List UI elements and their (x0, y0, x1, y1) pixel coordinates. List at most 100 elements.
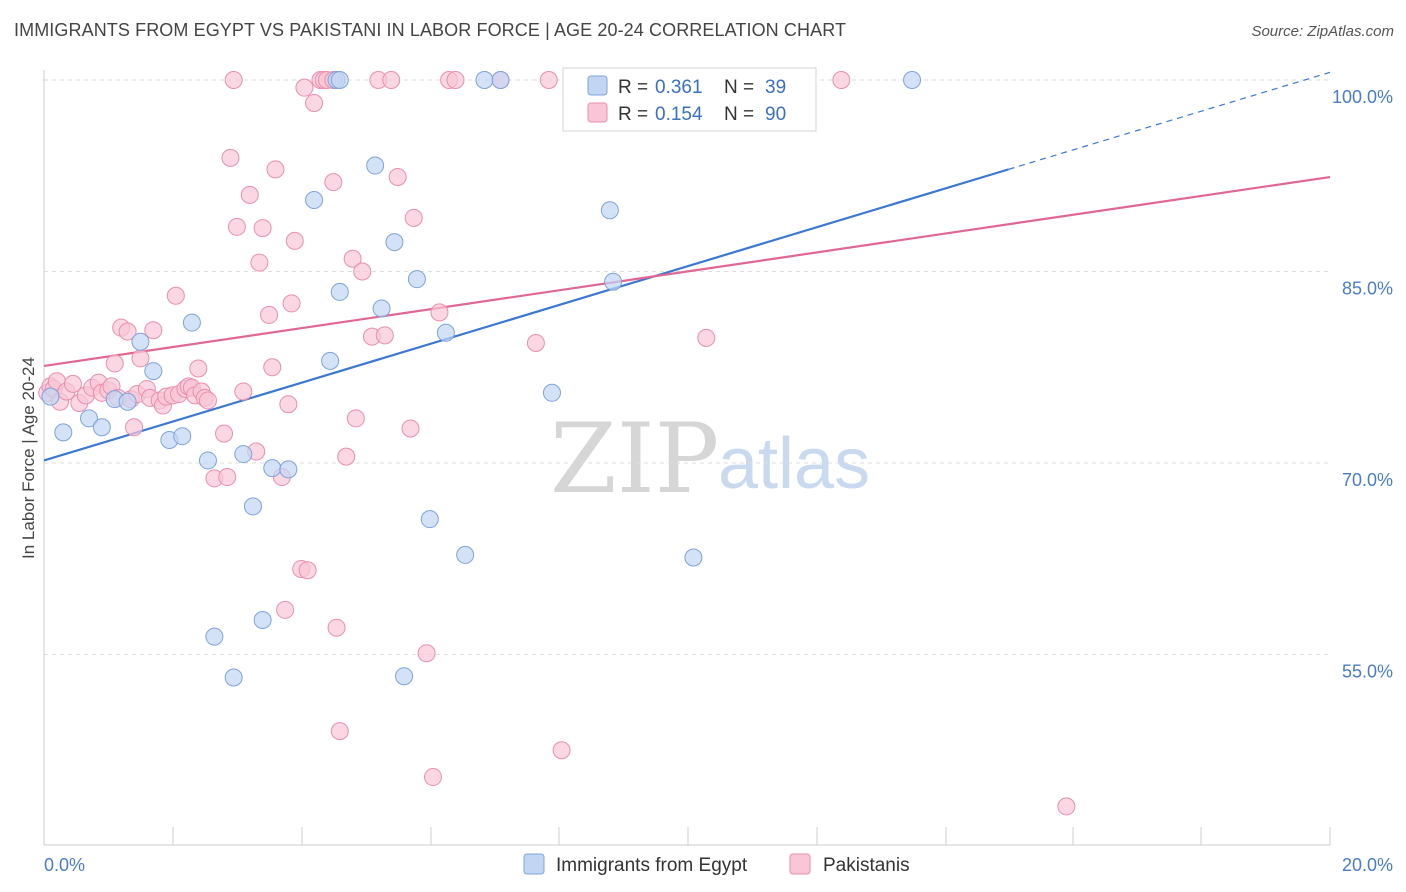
egypt-point-15 (243, 497, 262, 516)
egypt-point-11 (198, 451, 217, 470)
chart-title: IMMIGRANTS FROM EGYPT VS PAKISTANI IN LA… (14, 20, 847, 40)
x-tick-label-max: 20.0% (1342, 855, 1393, 875)
series-pakistanis (38, 71, 1076, 816)
watermark-atlas: atlas (718, 424, 870, 504)
pakistanis-point-91 (1057, 797, 1076, 816)
pakistanis-point-56 (282, 294, 301, 313)
egypt-point-13 (224, 668, 243, 687)
pakistanis-point-21 (131, 349, 150, 368)
pakistanis-point-44 (227, 217, 246, 236)
egypt-point-27 (395, 667, 414, 686)
bottom-legend-swatch-egypt (523, 853, 545, 875)
egypt-point-3 (92, 418, 111, 437)
egypt-point-17 (263, 459, 282, 478)
egypt-point-2 (80, 409, 99, 428)
pakistanis-point-43 (224, 71, 243, 89)
egypt-point-29 (420, 510, 439, 529)
legend-n-value-pakistanis: 90 (765, 104, 786, 125)
pakistanis-point-76 (382, 71, 401, 89)
y-tick-label-2: 70.0% (1342, 470, 1393, 490)
pakistanis-point-51 (263, 358, 282, 377)
pakistanis-point-49 (253, 219, 272, 238)
pakistanis-point-24 (144, 321, 163, 340)
pakistanis-point-70 (343, 249, 362, 268)
bottom-legend-swatch-pakistanis (789, 853, 811, 875)
pakistanis-point-60 (298, 561, 317, 580)
pakistanis-point-6 (63, 374, 82, 393)
pakistanis-point-68 (330, 722, 349, 741)
egypt-point-32 (475, 71, 494, 89)
pakistanis-point-45 (234, 382, 253, 401)
egypt-point-34 (542, 383, 561, 402)
egypt-point-16 (253, 611, 272, 630)
trend-lines (43, 71, 1331, 462)
egypt-point-37 (684, 548, 703, 567)
y-tick-label-3: 55.0% (1342, 662, 1393, 682)
legend-n-value-egypt: 39 (765, 77, 786, 98)
legend-n-label-pakistanis: N = (724, 104, 754, 125)
egypt-point-7 (144, 362, 163, 381)
pakistanis-point-61 (305, 93, 324, 112)
legend-swatch-egypt (587, 75, 608, 96)
pakistanis-point-55 (279, 395, 298, 414)
pakistanis-point-82 (430, 303, 449, 322)
legend-r-label-pakistanis: R = (618, 104, 648, 125)
egypt-point-25 (372, 299, 391, 318)
pakistanis-point-50 (260, 305, 279, 324)
egypt-point-30 (436, 323, 455, 342)
pakistanis-point-29 (166, 286, 185, 305)
pakistanis-point-46 (240, 185, 259, 204)
egypt-point-35 (600, 201, 619, 220)
egypt-point-0 (41, 387, 60, 406)
watermark: ZIP atlas (550, 403, 870, 515)
x-tick-label-min: 0.0% (44, 855, 85, 875)
trend-line-egypt-extension (1008, 71, 1331, 170)
pakistanis-point-75 (375, 326, 394, 345)
stats-legend: R = 0.361 N = 39 R = 0.154 N = 90 (562, 67, 817, 132)
pakistanis-point-79 (404, 208, 423, 227)
pakistanis-point-87 (539, 71, 558, 89)
pakistanis-point-89 (697, 328, 716, 347)
pakistanis-point-38 (198, 391, 217, 410)
legend-n-label-egypt: N = (724, 77, 754, 98)
pakistanis-point-80 (417, 644, 436, 663)
pakistanis-point-72 (353, 262, 372, 281)
egypt-point-22 (330, 282, 349, 301)
trend-line-pakistanis (43, 175, 1331, 368)
egypt-point-9 (173, 427, 192, 446)
y-tick-label-0: 100.0% (1332, 87, 1393, 107)
legend-r-value-egypt: 0.361 (655, 77, 703, 98)
y-tick-labels: 100.0% 85.0% 70.0% 55.0% (1332, 87, 1393, 682)
egypt-point-31 (456, 545, 475, 564)
pakistanis-point-71 (346, 409, 365, 428)
pakistanis-point-90 (832, 71, 851, 89)
legend-r-value-pakistanis: 0.154 (655, 104, 703, 125)
pakistanis-point-35 (189, 359, 208, 378)
egypt-point-14 (234, 445, 253, 464)
egypt-point-24 (366, 156, 385, 175)
egypt-point-5 (118, 392, 137, 411)
egypt-point-33 (491, 71, 510, 89)
pakistanis-point-78 (401, 419, 420, 438)
egypt-point-6 (131, 332, 150, 351)
egypt-point-28 (407, 270, 426, 289)
pakistanis-point-52 (266, 160, 285, 179)
egypt-point-38 (903, 71, 922, 89)
grid-lines (44, 79, 1330, 655)
pakistanis-point-69 (337, 447, 356, 466)
pakistanis-point-40 (215, 424, 234, 443)
trend-line-egypt (43, 168, 1009, 462)
egypt-point-19 (305, 191, 324, 210)
egypt-point-36 (604, 272, 623, 291)
egypt-point-20 (321, 351, 340, 370)
pakistanis-point-48 (250, 253, 269, 272)
y-tick-label-1: 85.0% (1342, 279, 1393, 299)
pakistanis-point-54 (276, 600, 295, 619)
pakistanis-point-66 (324, 173, 343, 192)
pakistanis-point-19 (125, 418, 144, 437)
pakistanis-point-88 (552, 741, 571, 760)
series-egypt (41, 71, 922, 687)
pakistanis-point-17 (118, 322, 137, 341)
series-legend: Immigrants from Egypt Pakistanis (523, 853, 910, 876)
